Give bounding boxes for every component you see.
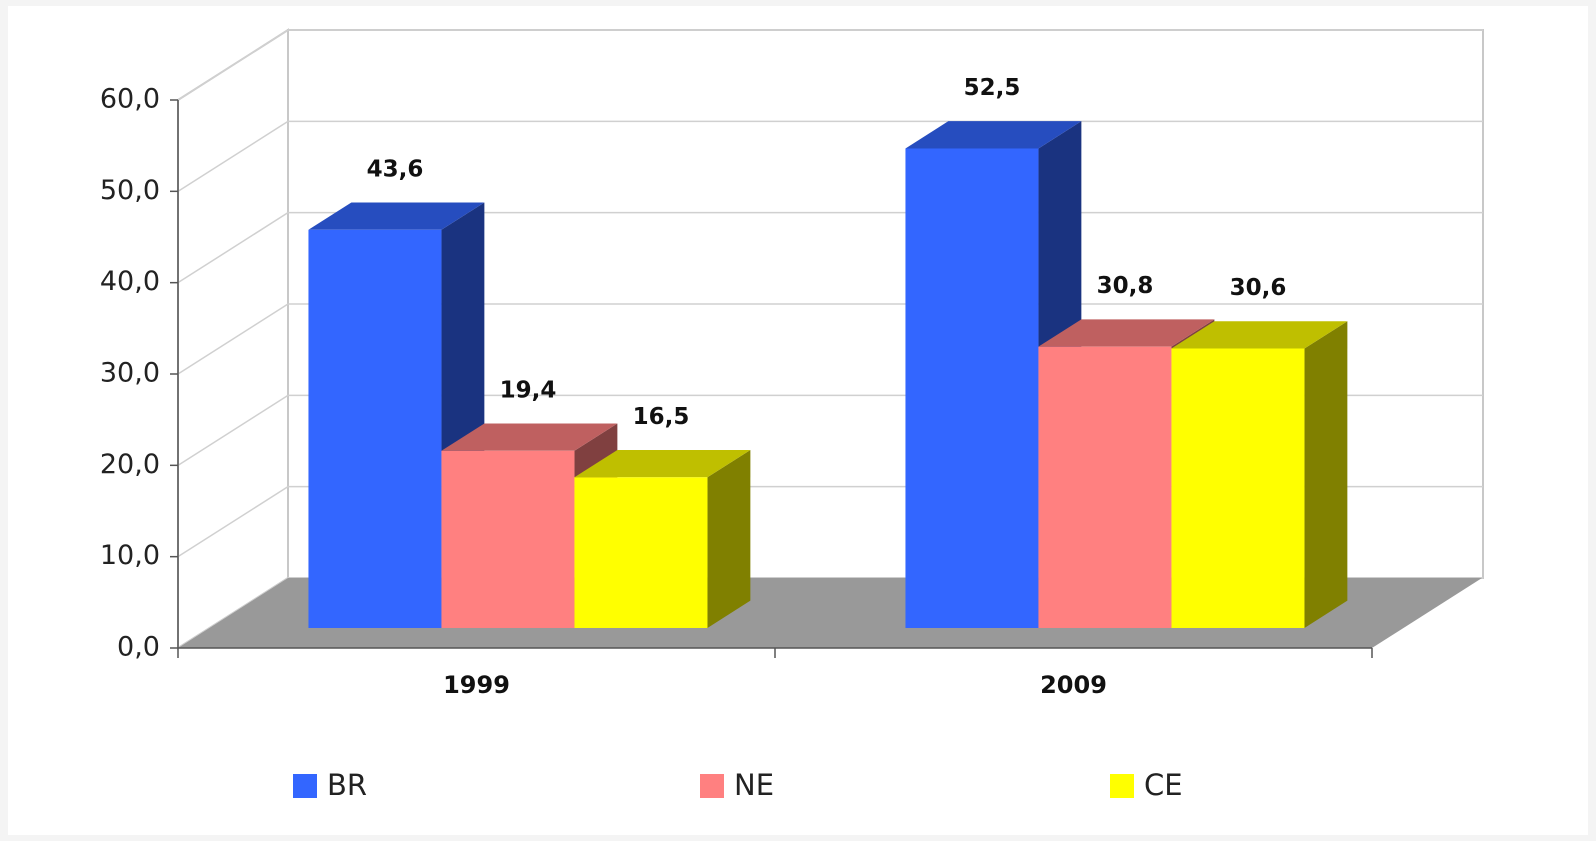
grid-line: [177, 29, 1483, 101]
value-label: 16,5: [633, 404, 690, 430]
bar: [1038, 346, 1172, 628]
grid-line: [177, 120, 1483, 192]
value-label: 43,6: [367, 156, 424, 182]
bar: [308, 229, 442, 628]
x-tick-label: 1999: [443, 671, 510, 699]
y-tick-label: 50,0: [100, 175, 160, 206]
value-label: 52,5: [964, 75, 1021, 101]
bar-top: [1038, 319, 1215, 347]
bar: [905, 148, 1039, 628]
legend-label: NE: [734, 768, 774, 802]
y-tick-label: 20,0: [100, 449, 160, 480]
y-tick-label: 30,0: [100, 358, 160, 389]
legend-swatch: [700, 774, 724, 798]
legend-swatch: [1110, 774, 1134, 798]
bar-side: [707, 449, 751, 628]
bar-top: [1171, 321, 1348, 349]
legend-swatch: [293, 774, 317, 798]
bar-top: [574, 449, 751, 478]
grid-line: [177, 211, 1483, 284]
value-label: 30,6: [1230, 275, 1287, 301]
bar: [1171, 348, 1305, 628]
y-tick-label: 10,0: [100, 540, 160, 571]
x-tick-label: 2009: [1040, 671, 1107, 699]
bar: [441, 450, 575, 628]
bar: [574, 477, 708, 628]
y-tick-label: 40,0: [100, 266, 160, 297]
y-tick-label: 0,0: [117, 632, 160, 663]
bar-top: [905, 121, 1082, 149]
grid-line: [177, 303, 1483, 375]
bar-side: [1304, 321, 1348, 628]
bar-top: [441, 423, 618, 451]
y-tick-label: 60,0: [100, 84, 160, 115]
legend-label: BR: [327, 768, 367, 802]
legend-label: CE: [1144, 768, 1183, 802]
value-label: 19,4: [500, 377, 557, 403]
value-label: 30,8: [1097, 273, 1154, 299]
bar-top: [308, 202, 485, 230]
